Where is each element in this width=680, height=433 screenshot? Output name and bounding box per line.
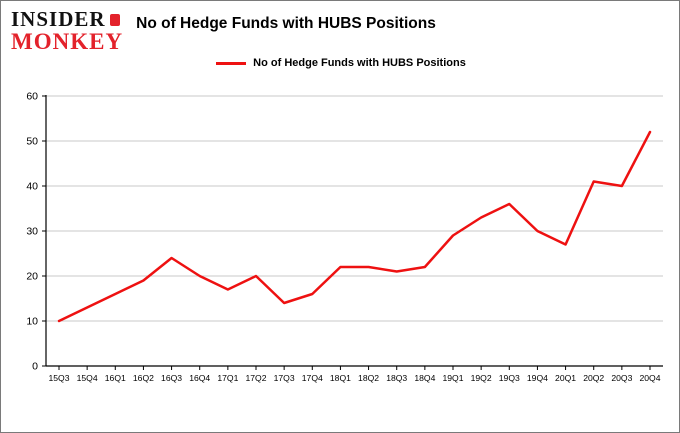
x-tick-label-16Q2: 16Q2 xyxy=(133,373,154,383)
x-tick-label-17Q4: 17Q4 xyxy=(302,373,323,383)
y-tick-label-30: 30 xyxy=(26,226,38,238)
monkey-icon xyxy=(109,13,120,26)
x-tick-label-18Q1: 18Q1 xyxy=(330,373,351,383)
logo-insider-text: INSIDER xyxy=(11,7,106,31)
y-tick-label-50: 50 xyxy=(26,136,38,148)
logo-monkey-text: MONKEY xyxy=(11,29,124,55)
y-tick-label-60: 60 xyxy=(26,91,38,103)
x-tick-label-18Q4: 18Q4 xyxy=(414,373,435,383)
x-tick-label-17Q2: 17Q2 xyxy=(245,373,266,383)
x-tick-label-19Q3: 19Q3 xyxy=(499,373,520,383)
x-tick-label-18Q2: 18Q2 xyxy=(358,373,379,383)
x-tick-label-19Q1: 19Q1 xyxy=(442,373,463,383)
insider-monkey-logo: INSIDER MONKEY xyxy=(11,7,124,55)
series-line-hubs xyxy=(57,130,652,323)
x-tick-label-16Q3: 16Q3 xyxy=(161,373,182,383)
x-tick-label-17Q3: 17Q3 xyxy=(274,373,295,383)
y-tick-label-0: 0 xyxy=(32,361,38,373)
y-tick-label-10: 10 xyxy=(26,316,38,328)
y-tick-label-40: 40 xyxy=(26,181,38,193)
x-tick-label-20Q3: 20Q3 xyxy=(611,373,632,383)
y-tick-label-20: 20 xyxy=(26,271,38,283)
x-tick-label-15Q3: 15Q3 xyxy=(48,373,69,383)
chart-title: No of Hedge Funds with HUBS Positions xyxy=(136,15,436,32)
x-tick-label-16Q4: 16Q4 xyxy=(189,373,210,383)
x-tick-label-20Q1: 20Q1 xyxy=(555,373,576,383)
x-tick-label-17Q1: 17Q1 xyxy=(217,373,238,383)
legend: No of Hedge Funds with HUBS Positions xyxy=(1,57,679,69)
x-tick-label-16Q1: 16Q1 xyxy=(105,373,126,383)
x-tick-label-18Q3: 18Q3 xyxy=(386,373,407,383)
x-tick-label-15Q4: 15Q4 xyxy=(77,373,98,383)
legend-line-swatch xyxy=(216,61,247,65)
x-tick-label-19Q2: 19Q2 xyxy=(471,373,492,383)
x-tick-label-20Q4: 20Q4 xyxy=(639,373,660,383)
x-tick-label-19Q4: 19Q4 xyxy=(527,373,548,383)
legend-label: No of Hedge Funds with HUBS Positions xyxy=(253,57,466,69)
logo-line1: INSIDER xyxy=(11,7,123,31)
x-tick-label-20Q2: 20Q2 xyxy=(583,373,604,383)
